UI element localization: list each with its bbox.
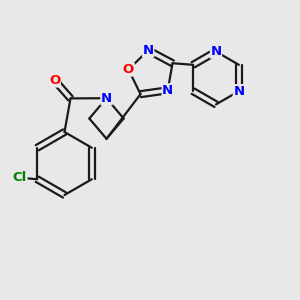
Text: N: N (162, 84, 173, 97)
Text: N: N (143, 44, 154, 57)
Text: O: O (49, 74, 60, 87)
Text: N: N (233, 85, 244, 98)
Text: N: N (210, 45, 222, 58)
Text: N: N (101, 92, 112, 105)
Text: O: O (123, 63, 134, 76)
Text: Cl: Cl (13, 171, 27, 184)
